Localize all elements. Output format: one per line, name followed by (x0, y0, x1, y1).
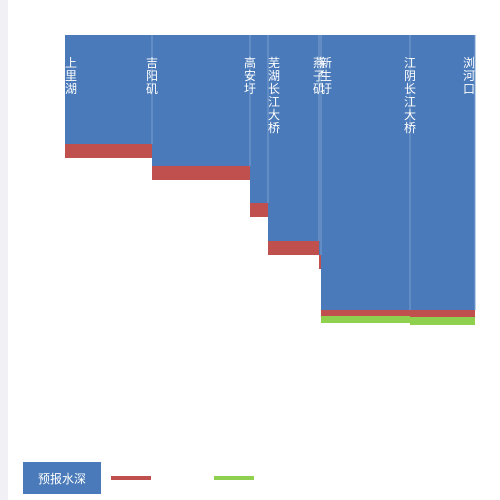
depth-bar-2 (250, 35, 268, 203)
red-bar-4 (319, 255, 321, 269)
station-label: 新生圩 (320, 55, 332, 96)
red-bar-1 (152, 166, 250, 180)
station-label: 燕子矶 (313, 56, 325, 96)
station-label: 上里湖 (65, 56, 77, 96)
station-label: 吉阳矶 (146, 56, 158, 96)
legend-red-swatch[interactable] (111, 476, 151, 480)
depth-bar-1 (152, 35, 250, 166)
green-bar-6 (410, 317, 475, 325)
depth-bar-4 (319, 35, 321, 255)
red-bar-5 (321, 310, 410, 316)
red-bar-0 (65, 144, 152, 158)
red-bar-3 (268, 241, 319, 255)
legend-green-swatch[interactable] (214, 476, 254, 480)
left-rail (0, 0, 8, 500)
station-label: 江阴长江大桥 (404, 56, 416, 135)
depth-bar-6 (410, 35, 475, 310)
depth-bar-3 (268, 35, 319, 241)
depth-bar-0 (65, 35, 152, 144)
green-bar-5 (321, 316, 410, 323)
legend-depth-button[interactable]: 预报水深 (23, 462, 101, 494)
station-label: 芜湖长江大桥 (268, 56, 280, 135)
station-label: 高安圩 (244, 55, 256, 96)
red-bar-2 (250, 203, 268, 217)
station-label: 浏河口 (463, 56, 475, 96)
depth-bar-5 (321, 35, 410, 310)
red-bar-6 (410, 310, 475, 317)
